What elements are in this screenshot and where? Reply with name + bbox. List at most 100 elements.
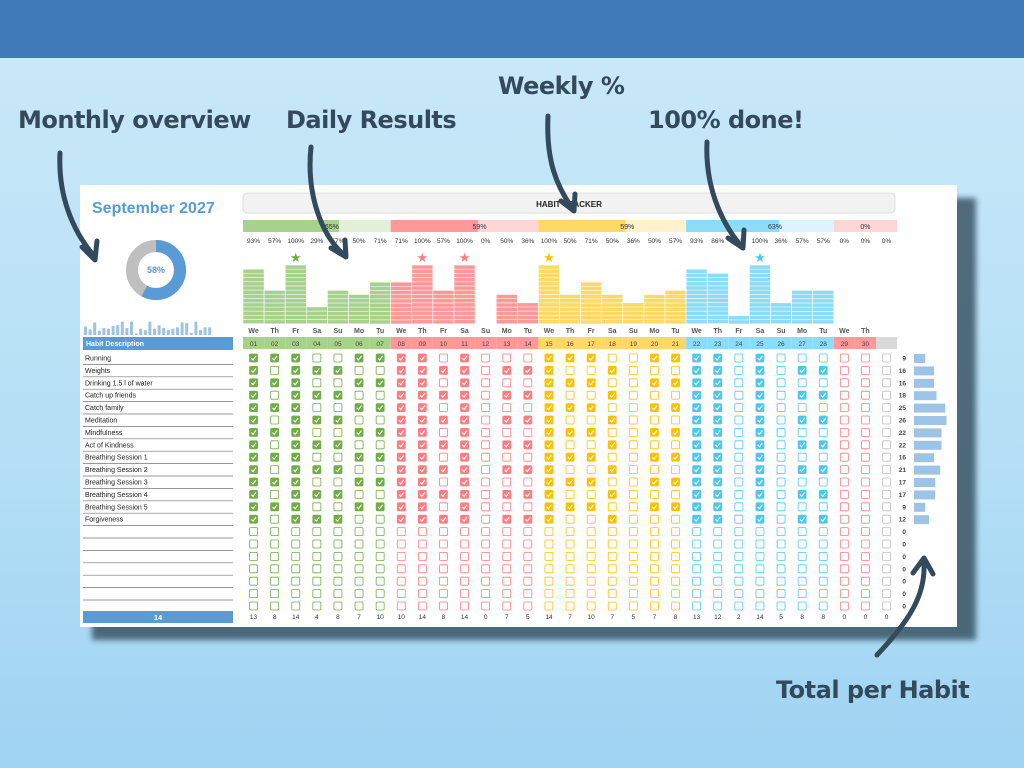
check-mark-icon (694, 467, 700, 473)
habit-checkbox (439, 601, 448, 611)
check-mark-icon (461, 479, 468, 485)
check-mark-icon (419, 479, 426, 485)
check-mark-icon (398, 355, 405, 361)
check-mark-icon (356, 405, 362, 411)
habit-checkbox (396, 378, 406, 388)
habit-checkbox (839, 465, 849, 475)
habit-checkbox (502, 465, 512, 475)
habit-checkbox (776, 390, 786, 400)
habit-checkbox (713, 576, 723, 586)
habit-checkbox (354, 378, 364, 388)
habit-checkbox (650, 564, 659, 574)
date-cell (264, 337, 286, 349)
habit-checkbox (628, 365, 638, 375)
check-mark-icon (461, 355, 468, 361)
date-number: 05 (334, 341, 342, 348)
check-mark-icon (461, 430, 468, 436)
habit-checkbox (417, 589, 427, 599)
habit-checkbox (481, 502, 491, 512)
check-mark-icon (461, 405, 468, 411)
habit-checkbox (797, 378, 807, 388)
habit-checkbox (502, 502, 512, 512)
habit-checkbox (481, 415, 491, 425)
check-mark-icon (398, 479, 405, 485)
habit-checkbox (417, 539, 427, 549)
habit-checkbox (839, 427, 849, 437)
habit-checkbox (607, 403, 617, 413)
habit-checkbox (861, 365, 870, 375)
check-mark-icon (419, 405, 426, 411)
daily-pct-label: 93% (247, 238, 260, 245)
habit-total: 0 (902, 542, 906, 549)
habit-checkbox (460, 415, 469, 425)
daily-total: 4 (315, 614, 319, 621)
overview-spark-bar (120, 321, 124, 335)
overview-spark-bar (171, 328, 175, 335)
habit-name: Drinking 1.5 l of water (85, 380, 153, 387)
day-name: Th (270, 328, 279, 335)
check-mark-icon (335, 368, 341, 374)
check-mark-icon (757, 504, 763, 510)
habit-checkbox (544, 390, 554, 400)
habit-checkbox (776, 403, 786, 413)
check-mark-icon (293, 467, 299, 473)
habit-checkbox (671, 415, 680, 425)
habit-checkbox (565, 390, 575, 400)
date-number: 03 (292, 341, 300, 348)
overview-spark-bar (148, 321, 152, 335)
star-icon: ★ (459, 251, 471, 266)
week-pct-label: 63% (768, 224, 782, 231)
habit-checkbox (818, 415, 828, 425)
check-mark-icon (419, 442, 426, 448)
habit-checkbox (375, 440, 385, 450)
habit-checkbox (650, 440, 659, 450)
habit-checkbox (396, 452, 406, 462)
check-mark-icon (272, 355, 278, 361)
date-cell (306, 337, 328, 349)
habit-checkbox (586, 465, 596, 475)
habit-checkbox (439, 353, 448, 363)
habit-checkbox (375, 601, 385, 611)
check-mark-icon (546, 492, 552, 498)
check-mark-icon (588, 380, 594, 386)
habit-checkbox (797, 465, 807, 475)
date-number: 06 (355, 341, 363, 348)
daily-total: 12 (714, 614, 722, 621)
star-icon: ★ (754, 251, 766, 266)
habit-checkbox (671, 465, 680, 475)
daily-pct-label: 57% (437, 238, 450, 245)
daily-pct-label: 0% (861, 238, 871, 245)
date-cell (454, 337, 476, 349)
habit-checkbox (544, 514, 554, 524)
habit-checkbox (839, 564, 849, 574)
habit-checkbox (818, 427, 828, 437)
habit-checkbox (523, 465, 533, 475)
habit-checkbox (692, 477, 702, 487)
habit-checkbox (502, 564, 512, 574)
habit-checkbox (861, 589, 870, 599)
check-mark-icon (757, 479, 763, 485)
habit-checkbox (354, 589, 364, 599)
habit-checkbox (544, 440, 554, 450)
check-mark-icon (672, 454, 679, 461)
habit-checkbox (861, 427, 870, 437)
check-mark-icon (525, 417, 531, 423)
date-cell (411, 337, 433, 349)
check-mark-icon (672, 504, 679, 510)
check-mark-icon (293, 392, 299, 399)
habit-checkbox (396, 564, 406, 574)
check-mark-icon (567, 454, 573, 461)
habit-checkbox (396, 403, 406, 413)
check-mark-icon (715, 442, 721, 448)
habit-checkbox (797, 365, 807, 375)
habit-checkbox (333, 465, 343, 475)
habit-checkbox (523, 564, 533, 574)
check-mark-icon (757, 516, 763, 523)
habit-checkbox (396, 601, 406, 611)
habit-checkbox (375, 551, 385, 561)
check-mark-icon (461, 380, 468, 386)
overview-spark-bar (107, 328, 110, 335)
check-mark-icon (525, 368, 531, 374)
habit-checkbox (502, 539, 512, 549)
daily-pct-label: 86% (711, 238, 724, 245)
